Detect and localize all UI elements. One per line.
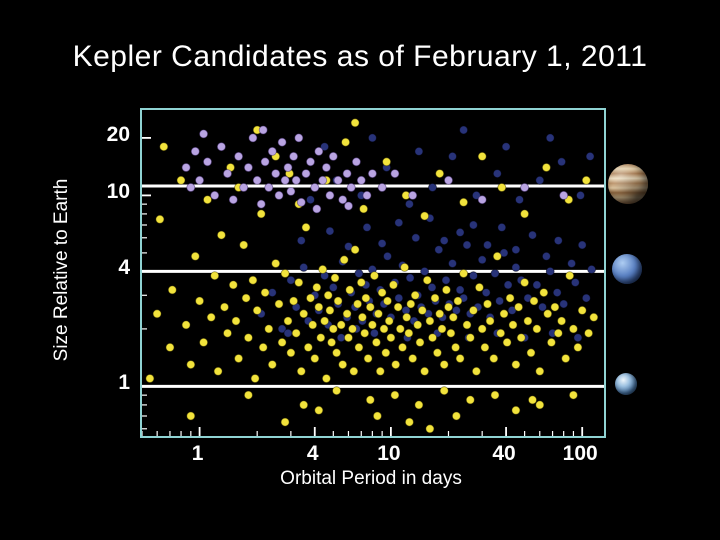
- series-candidates-yellow: [145, 118, 599, 434]
- y-axis-label: Size Relative to Earth: [51, 178, 72, 362]
- x-tick-label: 10: [377, 442, 401, 465]
- x-tick-label: 100: [562, 442, 598, 465]
- chart-title: Kepler Candidates as of February 1, 2011: [72, 40, 648, 73]
- y-tick-label: 10: [106, 180, 130, 204]
- y-tick-label: 4: [118, 256, 130, 280]
- y-tick-label: 20: [106, 122, 130, 146]
- series-candidates-purple: [181, 125, 569, 214]
- x-tick-label: 1: [191, 442, 204, 465]
- x-axis-label: Orbital Period in days: [280, 468, 462, 489]
- neptune-icon: [612, 254, 642, 285]
- scatter-plot: [142, 118, 604, 436]
- x-tick-label: 40: [492, 442, 516, 465]
- y-tick-label: 1: [118, 371, 130, 395]
- jupiter-icon: [608, 164, 648, 204]
- earth-icon: [615, 373, 637, 396]
- plot-area: [140, 108, 606, 438]
- x-tick-label: 4: [306, 442, 319, 465]
